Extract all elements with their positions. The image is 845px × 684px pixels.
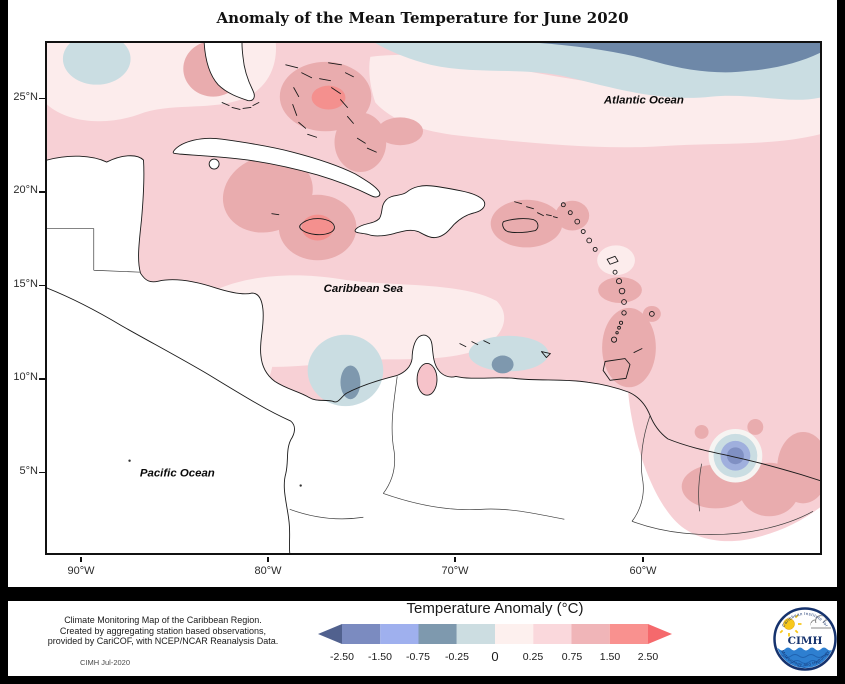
colorbar-segment	[609, 624, 648, 644]
credit-line-2: Created by aggregating station based obs…	[59, 625, 267, 636]
colorbar-tick-label: 2.50	[638, 651, 659, 663]
margarita-coastline	[540, 351, 551, 358]
lon-tick	[267, 557, 269, 562]
page-border-right	[837, 0, 845, 684]
cayman-islands	[271, 213, 280, 216]
credit-line-3: provided by CariCOF, with NCEP/NCAR Rean…	[47, 636, 279, 646]
colorbar-tick-label: -0.25	[445, 651, 469, 663]
lat-tick	[39, 191, 45, 193]
colorbar-tick-label: -1.50	[368, 651, 392, 663]
country-borders	[47, 228, 814, 535]
page-border-left	[0, 0, 8, 684]
colorbar-tick-label: 0	[491, 649, 498, 664]
colorbar-segment	[571, 624, 610, 644]
trinidad-tobago-coastline	[602, 348, 643, 381]
logo-cloud-icon	[810, 615, 832, 629]
lake-maracaibo	[416, 363, 438, 396]
lon-label-70w: 70°W	[441, 565, 469, 577]
legend-title: Temperature Anomaly (°C)	[406, 600, 584, 617]
lat-tick	[39, 97, 45, 99]
colorbar-segment	[418, 624, 457, 644]
pacific-ocean-label: Pacific Ocean	[140, 468, 215, 480]
cuba-land	[173, 138, 380, 198]
lon-tick	[80, 557, 82, 562]
caribbean-sea-label: Caribbean Sea	[324, 283, 404, 295]
virgin-islands	[545, 214, 558, 219]
florida-keys	[221, 102, 260, 110]
logo-acronym: CIMH	[788, 635, 823, 647]
credits-block: Climate Monitoring Map of the Caribbean …	[10, 615, 316, 647]
lat-label-20n: 20°N	[13, 184, 38, 196]
caribbean-mainland-coastline	[47, 155, 820, 482]
cimh-logo: CIMH Caribbean Institute for Meteorology…	[765, 603, 845, 680]
pacific-coastline	[47, 287, 295, 553]
anomaly-map: Atlantic Ocean Caribbean Sea Pacific Oce…	[47, 43, 820, 553]
lat-label-15n: 15°N	[13, 278, 38, 290]
land-anomaly-overlays	[307, 334, 820, 542]
page-border-bottom	[0, 676, 845, 684]
colorbar-arrow-right	[648, 624, 672, 644]
colorbar-tick-label: -0.75	[406, 651, 430, 663]
hispaniola-coastline	[354, 185, 486, 239]
credit-line-1: Climate Monitoring Map of the Caribbean …	[64, 615, 262, 625]
puerto-rico-coastline	[502, 218, 539, 234]
map-text-labels: Atlantic Ocean Caribbean Sea Pacific Oce…	[128, 95, 684, 487]
map-canvas: Atlantic Ocean Caribbean Sea Pacific Oce…	[45, 41, 822, 555]
bahamas-hot-spot	[311, 85, 346, 110]
lat-tick	[39, 284, 45, 286]
lat-tick	[39, 378, 45, 380]
colorbar-tick-label: 0.25	[523, 651, 544, 663]
turks-caicos-islands	[514, 201, 544, 217]
lesser-antilles-arc	[560, 202, 655, 343]
colorbar-tick-label: 1.50	[600, 651, 621, 663]
atlantic-ocean-label: Atlantic Ocean	[603, 95, 684, 107]
hispaniola-land	[355, 185, 485, 238]
land-fills	[47, 43, 820, 553]
colorbar-segment	[342, 624, 381, 644]
isla-juventud-coastline	[208, 158, 220, 170]
issue-stamp: CIMH Jul-2020	[79, 658, 131, 667]
isla-juventud-land	[209, 159, 220, 170]
colorbar-tick-label: 0.75	[562, 651, 583, 663]
lon-label-90w: 90°W	[67, 565, 95, 577]
lon-tick	[642, 557, 644, 562]
colorbar-arrow-left	[318, 624, 342, 644]
guadeloupe-coastline	[606, 255, 619, 265]
page-title: Anomaly of the Mean Temperature for June…	[216, 9, 629, 27]
coastlines	[47, 43, 820, 553]
lat-label-25n: 25°N	[13, 91, 38, 103]
colorbar-segment	[495, 624, 534, 644]
colorbar-segment	[533, 624, 572, 644]
abc-islands	[459, 340, 491, 348]
suriname-cold-bullseye	[708, 428, 763, 483]
lat-label-10n: 10°N	[13, 371, 38, 383]
legend-colorbar: -2.50 -1.50 -0.75 -0.25 0 0.25 0.75 1.50…	[318, 624, 672, 671]
colorbar-segment	[456, 624, 495, 644]
lat-tick	[39, 471, 45, 473]
lon-label-80w: 80°W	[254, 565, 282, 577]
jamaica-coastline	[299, 218, 335, 236]
bahamas-islands	[285, 62, 377, 153]
cuba-coastline	[172, 137, 381, 198]
colorbar-tick-label: -2.50	[330, 651, 354, 663]
florida-land	[204, 43, 255, 101]
mainland-land	[47, 155, 820, 553]
lon-label-60w: 60°W	[629, 565, 657, 577]
lon-tick	[454, 557, 456, 562]
florida-coastline	[203, 43, 255, 102]
colorbar-segment	[380, 624, 419, 644]
lat-label-5n: 5°N	[19, 465, 38, 477]
separator-band	[0, 587, 845, 601]
